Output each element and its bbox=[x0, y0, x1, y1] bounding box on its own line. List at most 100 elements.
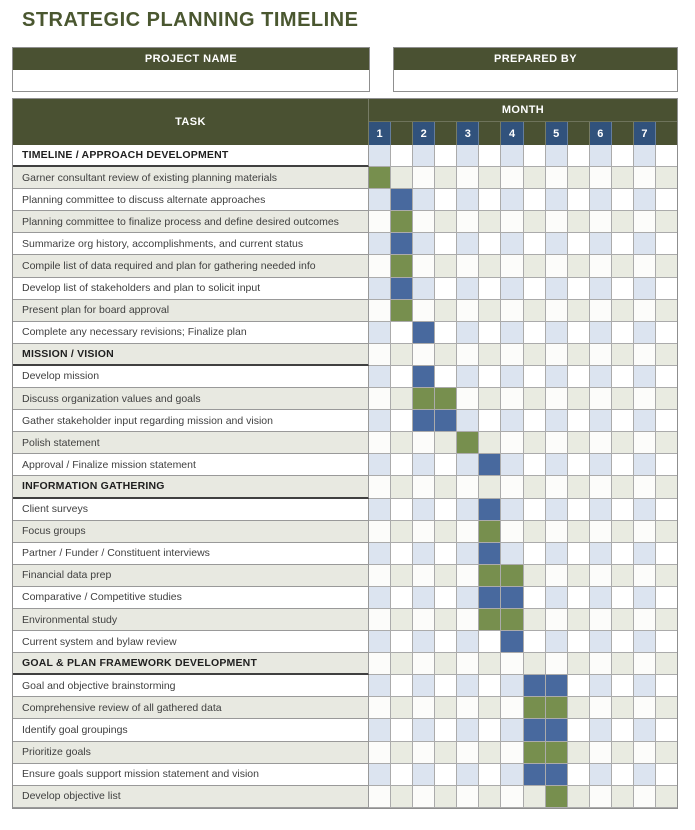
gantt-cell[interactable] bbox=[369, 255, 392, 278]
gantt-cell[interactable] bbox=[545, 145, 568, 168]
gantt-cell[interactable] bbox=[567, 167, 590, 190]
gantt-cell[interactable] bbox=[656, 741, 678, 764]
gantt-cell[interactable] bbox=[501, 675, 524, 698]
gantt-cell[interactable] bbox=[523, 542, 546, 565]
gantt-cell[interactable] bbox=[611, 653, 634, 676]
gantt-cell[interactable] bbox=[633, 741, 657, 764]
gantt-cell[interactable] bbox=[413, 299, 436, 322]
gantt-cell[interactable] bbox=[545, 388, 568, 411]
gantt-cell[interactable] bbox=[435, 432, 458, 455]
gantt-cell[interactable] bbox=[656, 697, 678, 720]
gantt-cell[interactable] bbox=[391, 564, 414, 587]
task-label-cell[interactable]: Current system and bylaw review bbox=[13, 631, 369, 654]
gantt-fill-cell[interactable] bbox=[391, 233, 414, 256]
gantt-cell[interactable] bbox=[523, 631, 546, 654]
gantt-fill-cell[interactable] bbox=[479, 520, 502, 543]
gantt-cell[interactable] bbox=[435, 741, 458, 764]
gantt-cell[interactable] bbox=[656, 476, 678, 499]
gantt-cell[interactable] bbox=[589, 365, 612, 389]
gantt-cell[interactable] bbox=[589, 785, 612, 808]
gantt-fill-cell[interactable] bbox=[369, 167, 392, 190]
task-label-cell[interactable]: Client surveys bbox=[13, 498, 369, 521]
gantt-cell[interactable] bbox=[369, 586, 392, 609]
gantt-cell[interactable] bbox=[633, 277, 657, 300]
gantt-cell[interactable] bbox=[501, 255, 524, 278]
gantt-cell[interactable] bbox=[633, 211, 657, 234]
gantt-cell[interactable] bbox=[413, 520, 436, 543]
gantt-cell[interactable] bbox=[633, 145, 657, 168]
gantt-cell[interactable] bbox=[479, 653, 502, 676]
gantt-cell[interactable] bbox=[413, 476, 436, 499]
gantt-cell[interactable] bbox=[545, 476, 568, 499]
gantt-cell[interactable] bbox=[457, 277, 480, 300]
task-label-cell[interactable]: Develop objective list bbox=[13, 785, 369, 808]
gantt-cell[interactable] bbox=[369, 631, 392, 654]
gantt-cell[interactable] bbox=[523, 189, 546, 212]
task-label-cell[interactable]: Present plan for board approval bbox=[13, 299, 369, 322]
gantt-cell[interactable] bbox=[479, 167, 502, 190]
gantt-cell[interactable] bbox=[589, 719, 612, 742]
gantt-cell[interactable] bbox=[435, 498, 458, 521]
gantt-cell[interactable] bbox=[589, 432, 612, 455]
gantt-cell[interactable] bbox=[523, 145, 546, 168]
gantt-cell[interactable] bbox=[589, 299, 612, 322]
gantt-cell[interactable] bbox=[435, 255, 458, 278]
gantt-cell[interactable] bbox=[391, 321, 414, 344]
gantt-cell[interactable] bbox=[501, 343, 524, 366]
gantt-fill-cell[interactable] bbox=[545, 763, 568, 786]
gantt-cell[interactable] bbox=[589, 520, 612, 543]
gantt-cell[interactable] bbox=[435, 631, 458, 654]
gantt-cell[interactable] bbox=[501, 410, 524, 433]
gantt-cell[interactable] bbox=[523, 167, 546, 190]
gantt-cell[interactable] bbox=[633, 189, 657, 212]
gantt-cell[interactable] bbox=[457, 145, 480, 168]
task-label-cell[interactable]: Approval / Finalize mission statement bbox=[13, 454, 369, 477]
gantt-cell[interactable] bbox=[656, 410, 678, 433]
gantt-cell[interactable] bbox=[413, 167, 436, 190]
gantt-cell[interactable] bbox=[633, 631, 657, 654]
prepared-by-input[interactable] bbox=[394, 70, 677, 91]
gantt-cell[interactable] bbox=[369, 719, 392, 742]
gantt-cell[interactable] bbox=[545, 432, 568, 455]
gantt-fill-cell[interactable] bbox=[413, 410, 436, 433]
gantt-cell[interactable] bbox=[413, 631, 436, 654]
gantt-fill-cell[interactable] bbox=[501, 608, 524, 632]
gantt-cell[interactable] bbox=[479, 631, 502, 654]
gantt-cell[interactable] bbox=[611, 299, 634, 322]
gantt-cell[interactable] bbox=[479, 741, 502, 764]
gantt-cell[interactable] bbox=[589, 763, 612, 786]
gantt-cell[interactable] bbox=[435, 211, 458, 234]
gantt-cell[interactable] bbox=[457, 608, 480, 632]
gantt-cell[interactable] bbox=[589, 476, 612, 499]
gantt-cell[interactable] bbox=[501, 211, 524, 234]
gantt-cell[interactable] bbox=[589, 410, 612, 433]
gantt-cell[interactable] bbox=[523, 343, 546, 366]
gantt-cell[interactable] bbox=[567, 741, 590, 764]
gantt-cell[interactable] bbox=[479, 476, 502, 499]
gantt-cell[interactable] bbox=[501, 741, 524, 764]
gantt-cell[interactable] bbox=[501, 697, 524, 720]
gantt-cell[interactable] bbox=[633, 476, 657, 499]
gantt-cell[interactable] bbox=[391, 631, 414, 654]
gantt-cell[interactable] bbox=[633, 697, 657, 720]
gantt-cell[interactable] bbox=[567, 343, 590, 366]
gantt-cell[interactable] bbox=[391, 343, 414, 366]
task-label-cell[interactable]: Gather stakeholder input regarding missi… bbox=[13, 410, 369, 433]
gantt-cell[interactable] bbox=[633, 410, 657, 433]
gantt-cell[interactable] bbox=[457, 675, 480, 698]
gantt-cell[interactable] bbox=[611, 542, 634, 565]
gantt-cell[interactable] bbox=[656, 211, 678, 234]
gantt-cell[interactable] bbox=[479, 365, 502, 389]
gantt-cell[interactable] bbox=[457, 410, 480, 433]
gantt-cell[interactable] bbox=[589, 388, 612, 411]
gantt-cell[interactable] bbox=[479, 697, 502, 720]
gantt-cell[interactable] bbox=[369, 410, 392, 433]
gantt-cell[interactable] bbox=[413, 145, 436, 168]
gantt-cell[interactable] bbox=[457, 189, 480, 212]
gantt-cell[interactable] bbox=[435, 476, 458, 499]
gantt-cell[interactable] bbox=[589, 321, 612, 344]
gantt-cell[interactable] bbox=[656, 189, 678, 212]
gantt-cell[interactable] bbox=[391, 675, 414, 698]
gantt-cell[interactable] bbox=[611, 520, 634, 543]
gantt-cell[interactable] bbox=[523, 233, 546, 256]
